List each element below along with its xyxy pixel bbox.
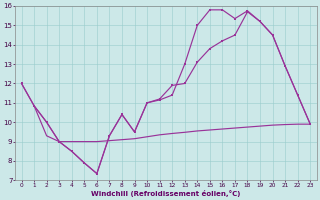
X-axis label: Windchill (Refroidissement éolien,°C): Windchill (Refroidissement éolien,°C): [91, 190, 241, 197]
